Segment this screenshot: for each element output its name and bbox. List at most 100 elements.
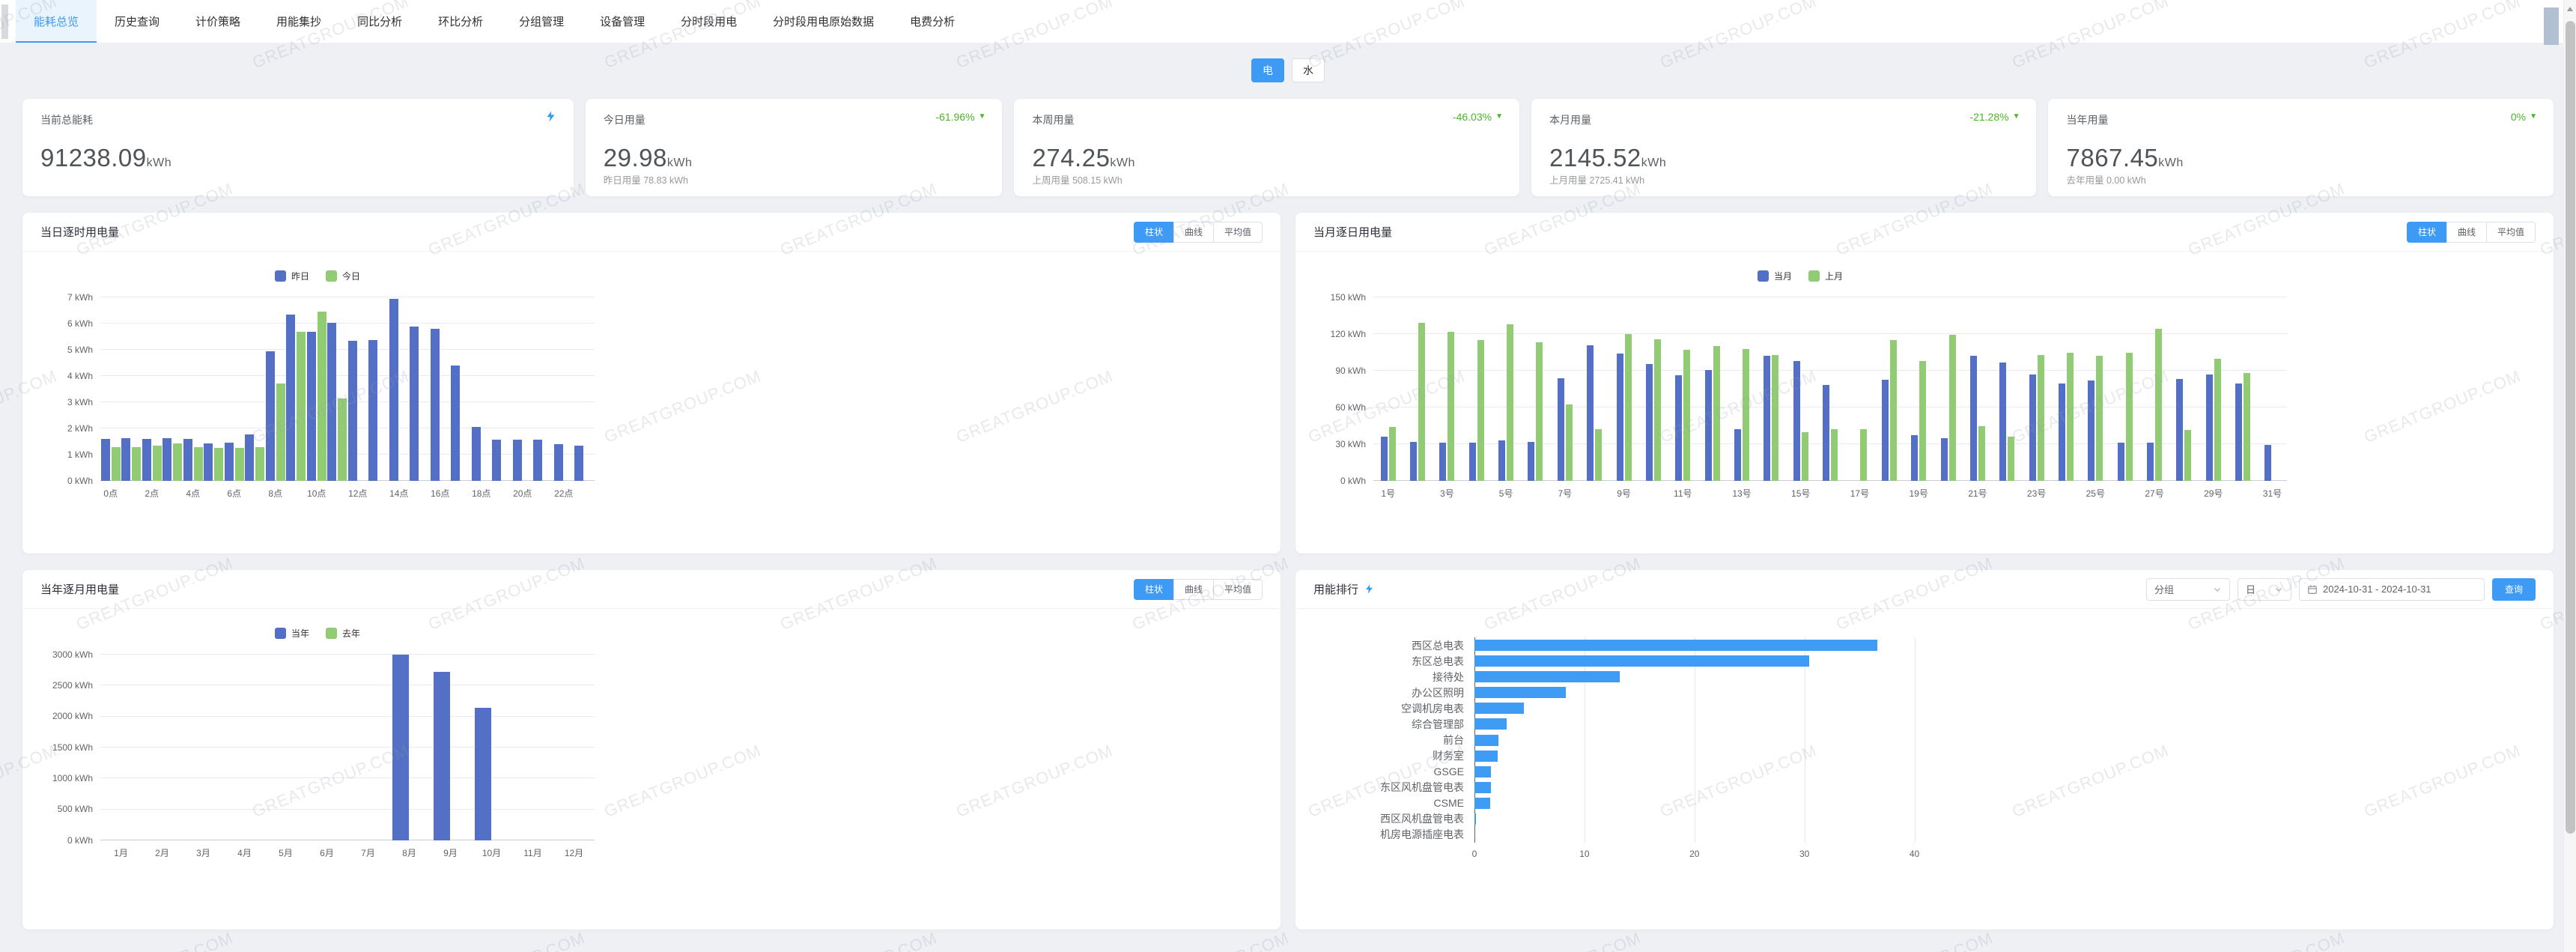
kpi-compare-label: 上月用量 2725.41 kWh	[1549, 175, 1645, 186]
bar-group	[1550, 378, 1579, 481]
x-axis-label	[1874, 487, 1904, 500]
bar-group	[286, 314, 307, 481]
view-line-button[interactable]: 曲线	[1173, 578, 1214, 600]
gridline: 90 kWh	[1335, 366, 2287, 376]
date-range-picker[interactable]: 2024-10-31 - 2024-10-31	[2298, 577, 2485, 601]
bar-group	[410, 326, 431, 481]
ranking-row-label: 西区风机盘管电表	[1380, 813, 1464, 825]
bar	[2147, 443, 2154, 481]
nav-tab-4[interactable]: 用能集抄	[276, 16, 322, 28]
bar	[1940, 437, 1948, 481]
x-axis-label	[1933, 487, 1963, 500]
ranking-row: 机房电源插座电表	[1313, 827, 2002, 843]
bar	[1764, 355, 1771, 481]
legend-item[interactable]: 当月	[1757, 270, 1792, 282]
query-button[interactable]: 查询	[2491, 577, 2536, 601]
bar-group	[1433, 331, 1462, 481]
x-axis-labels: 1号 3号 5号 7号 9号 11号 13号 15号 17号 19号 21号 23号 25号 27号 29号…	[1373, 487, 2287, 500]
nav-tab-7[interactable]: 分组管理	[519, 16, 565, 28]
kpi-card-4: 本月用量 2145.52kWh 上月用量 2725.41 kWh -21.28% ▼	[1531, 99, 2037, 196]
bar	[574, 446, 584, 481]
x-axis-label	[1580, 487, 1609, 500]
vertical-scrollbar[interactable]	[2563, 0, 2576, 952]
ranking-row: 空调机房电表	[1313, 700, 2002, 716]
bar	[2235, 383, 2243, 481]
gridline: 500 kWh	[58, 804, 595, 814]
chart-legend: 当年 去年	[40, 627, 595, 640]
nav-tab-10[interactable]: 分时段用电原始数据	[773, 16, 875, 28]
bar	[2096, 356, 2103, 481]
bar-group	[430, 671, 471, 840]
legend-item[interactable]: 上月	[1808, 270, 1843, 282]
view-line-button[interactable]: 曲线	[2446, 221, 2487, 243]
x-axis-label	[533, 487, 554, 500]
bar-group	[1521, 342, 1550, 481]
charts-row-1: 当日逐时用电量 柱状 曲线 平均值 昨日 今日 0 kWh 1 kWh 2 kWh 3 k…	[22, 213, 2554, 554]
bar	[1587, 345, 1594, 481]
legend-label: 昨日	[291, 271, 309, 282]
legend-item[interactable]: 今日	[326, 270, 360, 282]
energy-ranking-header: 用能排行 分组 日 2024-10-31 - 2024-10-31	[1295, 570, 2554, 609]
x-axis-label: 2月	[155, 848, 169, 858]
nav-tab-6[interactable]: 环比分析	[438, 16, 484, 28]
top-navbar: 能耗总览 历史查询 计价策略 用能集抄 同比分析 环比分析 分组管理 设备管理 分时段用电 分时段…	[0, 0, 2576, 43]
kpi-unit: kWh	[1641, 157, 1667, 169]
view-line-button[interactable]: 曲线	[1173, 221, 1214, 243]
calendar-icon	[2308, 584, 2317, 594]
nav-tab-11[interactable]: 电费分析	[910, 16, 956, 28]
view-bar-button[interactable]: 柱状	[1133, 221, 1174, 243]
bar	[1380, 437, 1388, 481]
period-select[interactable]: 日	[2237, 577, 2291, 601]
nav-tab-1[interactable]: 能耗总览	[16, 0, 97, 43]
bar	[286, 314, 296, 481]
y-axis-label: 60 kWh	[1335, 401, 1366, 413]
kpi-unit: kWh	[146, 157, 172, 169]
x-axis-label: 12月	[564, 848, 584, 858]
x-axis-label: 3月	[196, 848, 210, 858]
bar-group	[1638, 339, 1668, 481]
bar	[1889, 340, 1897, 481]
legend-item[interactable]: 昨日	[274, 270, 309, 282]
view-average-button[interactable]: 平均值	[2485, 221, 2536, 243]
kpi-unit: kWh	[1110, 157, 1135, 169]
watermark-text: GREATGROUP.COM	[1833, 928, 1996, 952]
view-bar-button[interactable]: 柱状	[1133, 578, 1174, 600]
scrollbar-up-arrow-icon[interactable]	[2567, 7, 2573, 11]
legend-item[interactable]: 当年	[274, 627, 309, 640]
legend-label: 去年	[342, 628, 361, 639]
bar-group	[471, 707, 512, 840]
ranking-row-label: 东区风机盘管电表	[1380, 781, 1464, 794]
x-axis-label	[451, 487, 472, 500]
y-axis-label: 2000 kWh	[52, 711, 93, 722]
group-select[interactable]: 分组	[2145, 577, 2230, 601]
view-average-button[interactable]: 平均值	[1212, 578, 1263, 600]
energy-toggle-option-1[interactable]: 电	[1251, 58, 1284, 82]
bar	[1418, 323, 1426, 481]
y-axis-label: 2 kWh	[67, 422, 93, 434]
bar	[1536, 342, 1543, 481]
nav-tab-2[interactable]: 历史查询	[115, 16, 160, 28]
x-axis-label: 12点	[348, 488, 368, 499]
view-bar-button[interactable]: 柱状	[2406, 221, 2447, 243]
legend-label: 今日	[342, 271, 361, 282]
gridline: 4 kWh	[67, 371, 595, 381]
nav-tab-3[interactable]: 计价策略	[195, 16, 241, 28]
x-axis-label: 11号	[1674, 488, 1692, 499]
bar-group	[553, 444, 574, 481]
legend-item[interactable]: 去年	[326, 627, 360, 640]
monthly-view-switch: 柱状 曲线 平均值	[1133, 578, 1263, 600]
nav-tab-8[interactable]: 设备管理	[600, 16, 645, 28]
ranking-row: 西区风机盘管电表	[1313, 811, 2002, 827]
down-arrow-icon: ▼	[2530, 112, 2537, 121]
kpi-title: 当年用量	[2066, 114, 2109, 126]
x-axis-label	[1521, 487, 1550, 500]
gridline: 0 kWh	[67, 476, 595, 486]
bar-group	[430, 329, 451, 481]
nav-tab-9[interactable]: 分时段用电	[681, 16, 738, 28]
group-select-value: 分组	[2154, 584, 2174, 595]
bar	[1645, 364, 1653, 481]
scrollbar-thumb[interactable]	[2566, 21, 2575, 834]
view-average-button[interactable]: 平均值	[1212, 221, 1263, 243]
nav-tab-5[interactable]: 同比分析	[357, 16, 403, 28]
energy-toggle-option-2[interactable]: 水	[1292, 58, 1325, 82]
